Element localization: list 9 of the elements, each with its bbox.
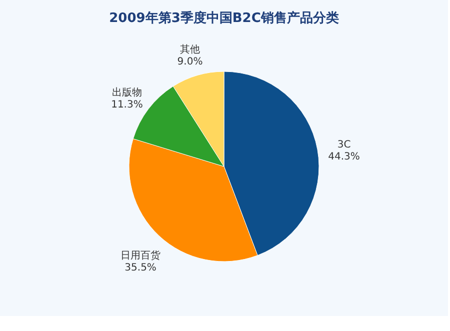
data-label: 9.0%	[177, 56, 203, 68]
chart-title: 2009年第3季度中国B2C销售产品分类	[109, 10, 339, 26]
slice-label: 出版物	[112, 86, 142, 99]
slice-label: 日用百货	[120, 249, 161, 262]
data-label: 44.3%	[328, 152, 360, 163]
data-label: 35.5%	[124, 262, 156, 274]
slice-label: 3C	[337, 140, 351, 151]
data-label: 11.3%	[111, 100, 143, 111]
slice-label: 其他	[180, 43, 200, 56]
